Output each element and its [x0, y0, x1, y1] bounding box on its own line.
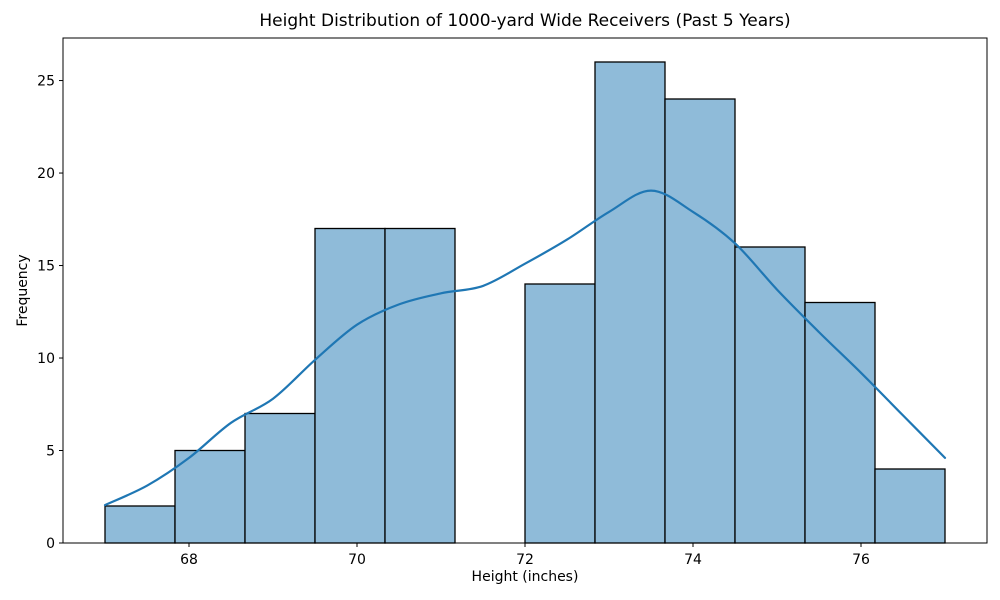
histogram-bar	[594, 61, 666, 544]
y-tick-label: 10	[37, 351, 55, 367]
y-axis-label: Frequency	[15, 254, 31, 326]
y-tick-label: 20	[37, 166, 55, 182]
histogram-bar	[524, 283, 596, 544]
histogram-bar	[384, 227, 456, 544]
kde-curve	[103, 189, 947, 507]
histogram-bar	[804, 301, 876, 544]
axis-ticks: 68 70 72 74 76 0 5 10 15 20 25	[37, 74, 870, 568]
histogram-bar	[874, 468, 946, 544]
x-tick-label: 72	[516, 552, 534, 568]
y-tick-label: 5	[46, 444, 55, 460]
y-tick-label: 15	[37, 259, 55, 275]
histogram-bar	[104, 505, 176, 544]
histogram-bar	[314, 227, 386, 544]
histogram-bar	[244, 412, 316, 544]
histogram-bar	[734, 246, 806, 544]
x-axis-label: Height (inches)	[472, 569, 579, 585]
x-tick-label: 74	[684, 552, 702, 568]
histogram-bar	[664, 98, 736, 544]
y-tick-label: 0	[46, 536, 55, 552]
histogram-bars	[104, 61, 946, 544]
histogram-bar	[174, 449, 246, 544]
y-tick-label: 25	[37, 74, 55, 90]
chart-title: Height Distribution of 1000-yard Wide Re…	[259, 11, 790, 31]
x-tick-label: 76	[852, 552, 870, 568]
x-tick-label: 70	[348, 552, 366, 568]
x-tick-label: 68	[180, 552, 198, 568]
